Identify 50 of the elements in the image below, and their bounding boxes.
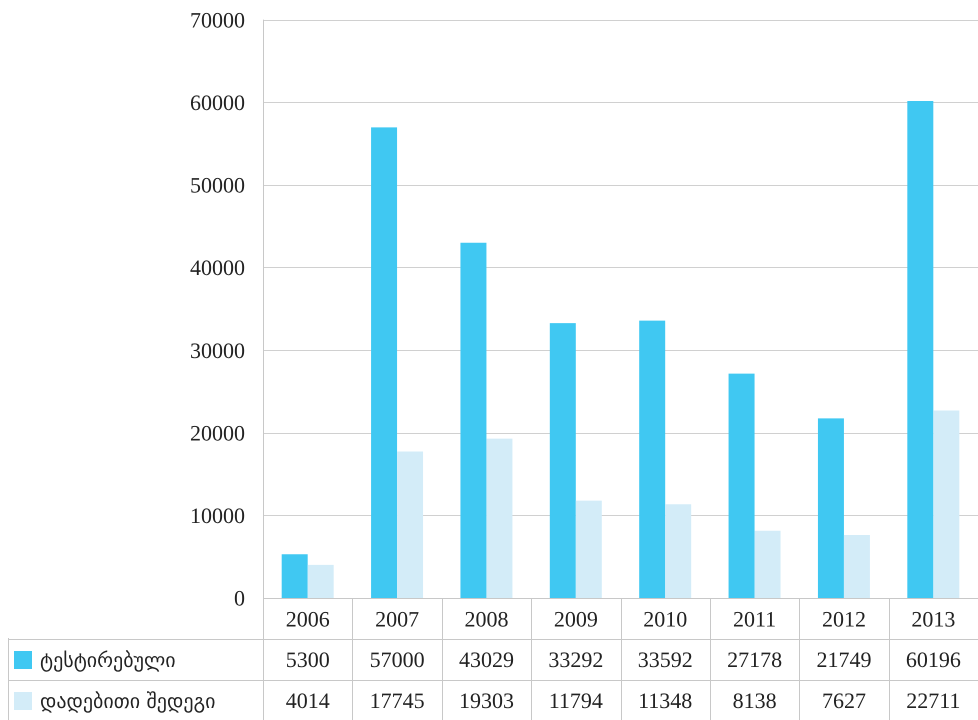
- bar: [371, 127, 398, 598]
- y-tick-label: 70000: [190, 8, 245, 32]
- bar: [308, 564, 334, 598]
- x-tick-label: 2009: [554, 606, 598, 632]
- data-label: 19303: [458, 686, 515, 714]
- data-label: 11794: [548, 686, 604, 714]
- bar: [282, 554, 308, 598]
- data-label: 27178: [726, 646, 784, 674]
- bar: [665, 504, 692, 598]
- data-label: 5300: [284, 646, 331, 674]
- data-label: 33592: [636, 646, 694, 674]
- bar: [639, 320, 666, 598]
- y-tick-label: 20000: [190, 420, 245, 446]
- data-label: 57000: [368, 646, 426, 674]
- x-tick-label: 2010: [643, 606, 688, 632]
- y-tick-label: 30000: [190, 338, 245, 363]
- legend-label: დადებითი შედეგი: [40, 688, 216, 712]
- bar: [728, 374, 755, 598]
- legend-label: ტესტირებული: [40, 648, 176, 672]
- bar: [576, 500, 602, 598]
- x-tick-label: 2008: [464, 606, 508, 632]
- data-label: 21749: [815, 646, 872, 674]
- data-label: 4014: [284, 686, 331, 714]
- bar: [818, 418, 844, 598]
- bar: [933, 410, 960, 598]
- bar: [486, 438, 512, 598]
- bar: [397, 451, 424, 598]
- bar: [460, 242, 486, 598]
- x-tick-label: 2007: [375, 606, 420, 632]
- y-tick-label: 50000: [190, 172, 245, 198]
- data-label: 11348: [637, 686, 694, 714]
- data-label: 43029: [458, 646, 515, 674]
- bar: [907, 100, 934, 598]
- x-tick-label: 2011: [732, 606, 776, 632]
- bar: [844, 535, 870, 598]
- y-tick-label: 10000: [190, 502, 245, 528]
- y-tick-label: 0: [234, 586, 245, 610]
- y-tick-label: 60000: [190, 90, 245, 116]
- data-label: 33292: [547, 646, 604, 674]
- x-tick-label: 2013: [911, 606, 956, 632]
- x-tick-label: 2006: [286, 606, 330, 632]
- data-label: 7627: [820, 686, 867, 714]
- data-label: 60196: [904, 646, 962, 674]
- data-label: 17745: [368, 686, 426, 714]
- data-label: 22711: [905, 686, 962, 714]
- bar: [754, 530, 781, 598]
- y-tick-label: 40000: [190, 255, 245, 280]
- bar: [550, 323, 576, 598]
- x-tick-label: 2012: [822, 606, 866, 632]
- data-label: 8138: [732, 686, 778, 714]
